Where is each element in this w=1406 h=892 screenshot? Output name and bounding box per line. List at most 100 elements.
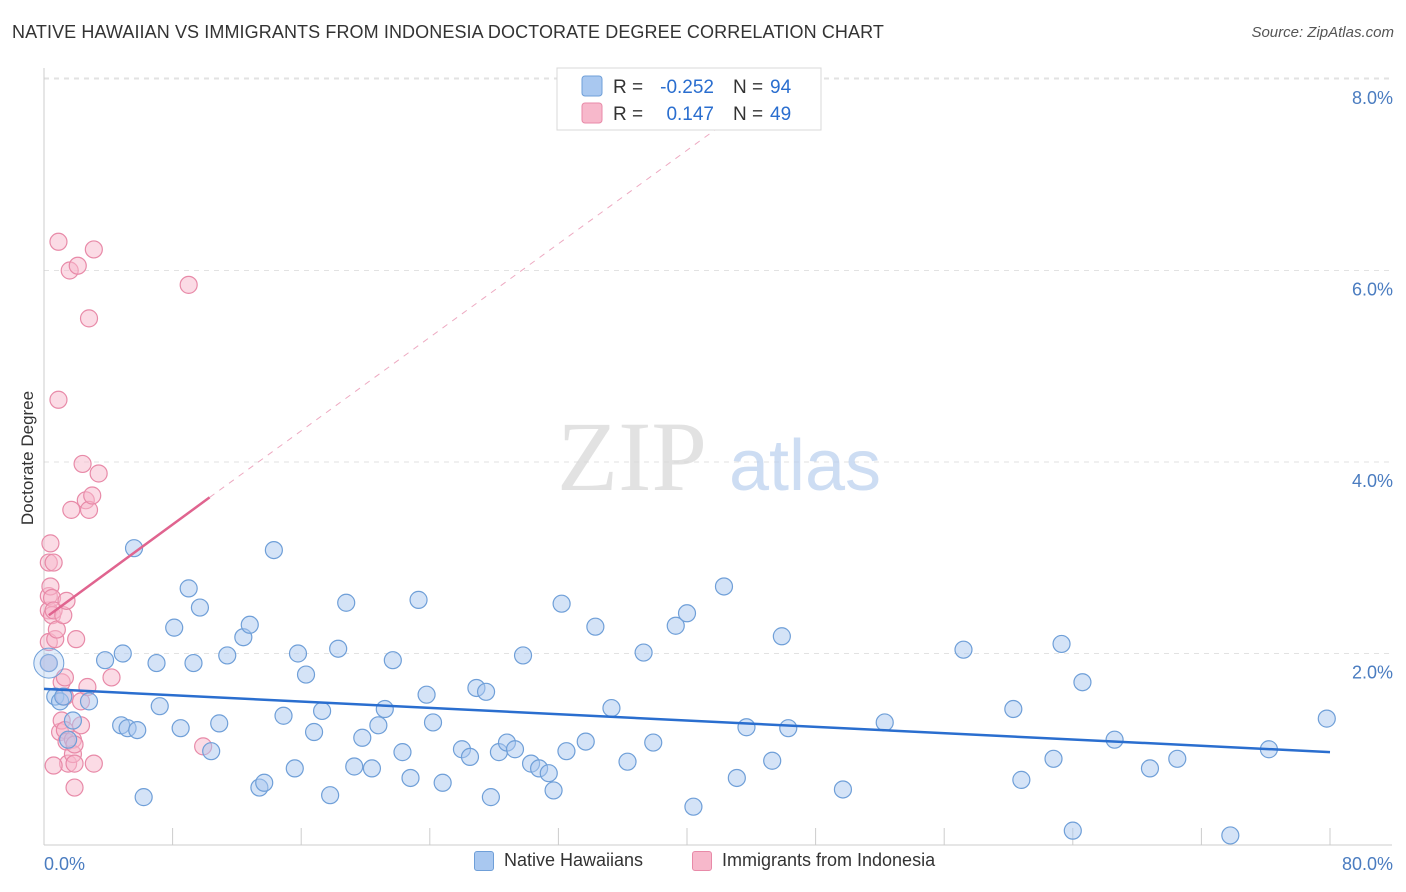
blue-data-point bbox=[409, 590, 428, 609]
blue-data-point bbox=[337, 593, 356, 612]
blue-data-point bbox=[644, 733, 663, 752]
blue-data-point bbox=[393, 743, 412, 762]
legend-swatch-pink bbox=[692, 850, 712, 871]
blue-data-point bbox=[33, 647, 65, 679]
blue-data-point bbox=[714, 577, 734, 596]
blue-series-points bbox=[33, 539, 1336, 845]
blue-data-point bbox=[779, 719, 798, 738]
y-tick-label: 4.0% bbox=[1352, 471, 1393, 491]
pink-data-point bbox=[179, 275, 198, 294]
pink-trend-line-extension bbox=[209, 126, 720, 498]
blue-data-point bbox=[210, 714, 229, 733]
blue-data-point bbox=[240, 615, 259, 634]
blue-data-point bbox=[423, 713, 443, 732]
pink-data-point bbox=[55, 668, 74, 687]
blue-data-point bbox=[288, 644, 308, 663]
blue-data-point bbox=[476, 682, 496, 701]
blue-data-point bbox=[544, 781, 563, 800]
blue-data-point bbox=[1044, 749, 1063, 768]
y-tick-label: 6.0% bbox=[1352, 280, 1393, 300]
blue-data-point bbox=[179, 579, 198, 598]
blue-data-point bbox=[481, 788, 500, 807]
pink-data-point bbox=[89, 464, 108, 483]
blue-data-point bbox=[1317, 709, 1336, 728]
blue-data-point bbox=[321, 786, 340, 805]
legend-box: R = -0.252 N = 94 R = 0.147 N = 49 bbox=[556, 67, 822, 131]
blue-data-point bbox=[59, 730, 78, 749]
legend-n-label: N = bbox=[733, 104, 763, 125]
watermark-atlas: atlas bbox=[729, 426, 881, 506]
blue-data-point bbox=[539, 764, 558, 783]
blue-data-point bbox=[128, 720, 147, 740]
blue-data-point bbox=[218, 646, 237, 665]
legend-label: Native Hawaiians bbox=[504, 850, 644, 870]
pink-series-points bbox=[39, 232, 213, 797]
watermark-zip: ZIP bbox=[557, 401, 707, 512]
blue-data-point bbox=[375, 699, 394, 719]
bottom-legend-item-native-hawaiians: Native Hawaiians bbox=[474, 850, 643, 871]
x-tick-label: 0.0% bbox=[44, 854, 85, 874]
grid-lines bbox=[44, 77, 1392, 654]
blue-data-point bbox=[190, 598, 210, 617]
pink-data-point bbox=[83, 486, 102, 505]
blue-data-point bbox=[954, 640, 973, 659]
blue-data-point bbox=[274, 706, 293, 725]
blue-data-point bbox=[763, 751, 782, 770]
blue-data-point bbox=[202, 742, 221, 761]
pink-data-point bbox=[102, 668, 121, 687]
blue-data-point bbox=[165, 618, 184, 637]
pink-data-point bbox=[68, 256, 87, 275]
blue-data-point bbox=[1140, 759, 1160, 778]
pink-data-point bbox=[65, 778, 84, 797]
blue-data-point bbox=[296, 665, 316, 684]
blue-data-point bbox=[586, 617, 605, 636]
blue-data-point bbox=[134, 788, 153, 807]
bottom-legend-item-immigrants-from-indonesia: Immigrants from Indonesia bbox=[692, 850, 935, 871]
blue-data-point bbox=[875, 713, 894, 732]
blue-data-point bbox=[171, 719, 190, 738]
pink-data-point bbox=[62, 500, 81, 519]
blue-data-point bbox=[54, 687, 73, 706]
blue-data-point bbox=[63, 711, 83, 730]
y-tick-label: 8.0% bbox=[1352, 88, 1393, 108]
pink-data-point bbox=[41, 534, 60, 553]
blue-data-point bbox=[618, 752, 637, 771]
blue-data-point bbox=[1063, 821, 1082, 840]
legend-n-label: N = bbox=[733, 77, 763, 98]
blue-data-point bbox=[1168, 749, 1187, 768]
axes bbox=[43, 68, 1392, 846]
blue-data-point bbox=[1012, 770, 1031, 789]
pink-data-point bbox=[44, 553, 63, 572]
blue-data-point bbox=[329, 639, 348, 658]
pink-data-point bbox=[49, 390, 68, 409]
blue-data-point bbox=[401, 768, 420, 788]
legend-label: Immigrants from Indonesia bbox=[722, 850, 936, 870]
x-tick-label: 80.0% bbox=[1342, 854, 1393, 874]
pink-data-point bbox=[84, 754, 103, 773]
blue-data-point bbox=[383, 651, 402, 670]
legend-r-label: R = bbox=[613, 77, 643, 98]
legend-r-value: -0.252 bbox=[660, 77, 714, 98]
blue-data-point bbox=[772, 627, 791, 646]
blue-data-point bbox=[184, 653, 203, 673]
blue-data-point bbox=[417, 685, 436, 704]
blue-data-point bbox=[1004, 699, 1023, 719]
blue-data-point bbox=[304, 722, 324, 742]
blue-data-point bbox=[1073, 673, 1092, 692]
blue-data-point bbox=[460, 747, 480, 767]
blue-data-point bbox=[505, 740, 525, 759]
legend-swatch-blue bbox=[474, 850, 494, 871]
legend-r-value: 0.147 bbox=[666, 104, 714, 125]
pink-data-point bbox=[67, 630, 86, 649]
blue-data-point bbox=[513, 646, 533, 665]
blue-data-point bbox=[312, 701, 332, 721]
blue-data-point bbox=[833, 780, 853, 799]
legend-n-value: 94 bbox=[770, 77, 792, 98]
blue-trend-line bbox=[43, 687, 1331, 754]
blue-data-point bbox=[39, 653, 58, 673]
blue-data-point bbox=[353, 728, 372, 747]
legend-swatch-pink bbox=[581, 102, 603, 124]
pink-data-point bbox=[65, 754, 84, 773]
pink-data-point bbox=[49, 232, 68, 251]
